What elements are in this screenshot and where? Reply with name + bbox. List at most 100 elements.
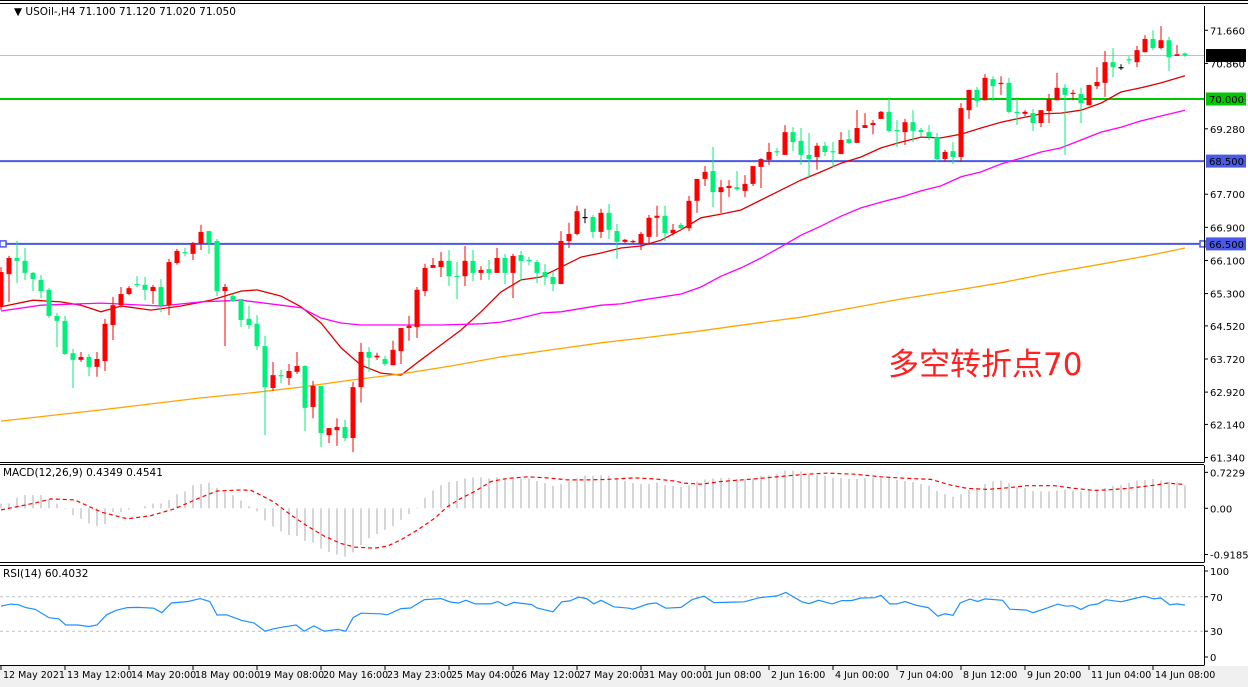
candle[interactable] (22, 248, 28, 280)
candle[interactable] (198, 224, 204, 251)
candle[interactable] (526, 257, 532, 266)
candle[interactable] (1134, 46, 1140, 68)
candle[interactable] (446, 250, 452, 287)
candle[interactable] (166, 258, 172, 316)
candle[interactable] (1110, 48, 1116, 78)
candle[interactable] (142, 277, 148, 301)
candle[interactable] (214, 238, 220, 297)
candle[interactable] (806, 132, 812, 177)
annotation-text[interactable]: 多空转折点70 (888, 347, 1082, 383)
candle[interactable] (1182, 52, 1188, 57)
candle[interactable] (822, 142, 828, 157)
candle[interactable] (662, 205, 668, 242)
candle[interactable] (134, 276, 140, 288)
candle[interactable] (54, 313, 60, 347)
candle[interactable] (710, 147, 716, 208)
macd-panel[interactable] (0, 470, 1186, 557)
candle[interactable] (238, 298, 244, 328)
candle[interactable] (598, 208, 604, 239)
candle[interactable] (1022, 110, 1028, 116)
candle[interactable] (582, 208, 588, 224)
candle[interactable] (638, 231, 644, 251)
candle[interactable] (534, 260, 540, 284)
candle[interactable] (574, 205, 580, 236)
candle[interactable] (46, 288, 52, 319)
rsi-panel[interactable] (0, 591, 1204, 632)
candle[interactable] (1014, 99, 1020, 126)
candle[interactable] (878, 111, 884, 119)
price-panel[interactable] (0, 26, 1207, 453)
candle[interactable] (462, 245, 468, 287)
candle[interactable] (614, 224, 620, 259)
candle[interactable] (950, 142, 956, 164)
candle[interactable] (702, 166, 708, 186)
candle[interactable] (398, 327, 404, 364)
candle[interactable] (814, 142, 820, 170)
candle[interactable] (974, 86, 980, 107)
candle[interactable] (934, 132, 940, 162)
candle[interactable] (550, 272, 556, 292)
candle[interactable] (350, 382, 356, 453)
candle[interactable] (590, 214, 596, 239)
candle[interactable] (342, 419, 348, 441)
candle[interactable] (750, 166, 756, 186)
candle[interactable] (718, 180, 724, 213)
candle[interactable] (894, 120, 900, 148)
candle[interactable] (150, 284, 156, 304)
candle[interactable] (1174, 45, 1180, 56)
candle[interactable] (1158, 26, 1164, 50)
candle[interactable] (558, 231, 564, 285)
candle[interactable] (62, 315, 68, 355)
candle[interactable] (190, 241, 196, 261)
candle[interactable] (1086, 84, 1092, 106)
candle[interactable] (294, 351, 300, 374)
candle[interactable] (414, 286, 420, 338)
candle[interactable] (910, 110, 916, 143)
candle[interactable] (846, 130, 852, 145)
candle[interactable] (1126, 55, 1132, 65)
candle[interactable] (870, 120, 876, 135)
candle[interactable] (1166, 36, 1172, 71)
candle[interactable] (254, 315, 260, 350)
candle[interactable] (486, 260, 492, 280)
candle[interactable] (798, 127, 804, 165)
line-anchor-handle[interactable] (1199, 240, 1207, 248)
candle[interactable] (926, 125, 932, 140)
candle[interactable] (510, 253, 516, 299)
candle[interactable] (726, 180, 732, 198)
candle[interactable] (430, 257, 436, 268)
candle[interactable] (278, 369, 284, 384)
candle[interactable] (102, 318, 108, 371)
candle[interactable] (30, 272, 36, 292)
candle[interactable] (334, 418, 340, 446)
candle[interactable] (1062, 84, 1068, 155)
candle[interactable] (302, 365, 308, 432)
candle[interactable] (838, 132, 844, 155)
candle[interactable] (94, 351, 100, 377)
candle[interactable] (222, 284, 228, 347)
candle[interactable] (646, 214, 652, 244)
candle[interactable] (182, 248, 188, 257)
candle[interactable] (1094, 67, 1100, 90)
candle[interactable] (126, 286, 132, 296)
candle[interactable] (630, 239, 636, 244)
candle[interactable] (766, 142, 772, 165)
candle[interactable] (86, 354, 92, 376)
candle[interactable] (478, 266, 484, 280)
candle[interactable] (310, 380, 316, 419)
candle[interactable] (742, 175, 748, 198)
candle[interactable] (1054, 72, 1060, 101)
candle[interactable] (990, 76, 996, 102)
candle[interactable] (966, 89, 972, 119)
candle[interactable] (366, 346, 372, 372)
candle[interactable] (654, 205, 660, 237)
candle[interactable] (918, 127, 924, 137)
candle[interactable] (1150, 30, 1156, 51)
candle[interactable] (326, 428, 332, 444)
candle[interactable] (694, 178, 700, 213)
candle[interactable] (670, 224, 676, 236)
candle[interactable] (438, 252, 444, 278)
candle[interactable] (406, 315, 412, 341)
candle[interactable] (158, 279, 164, 313)
